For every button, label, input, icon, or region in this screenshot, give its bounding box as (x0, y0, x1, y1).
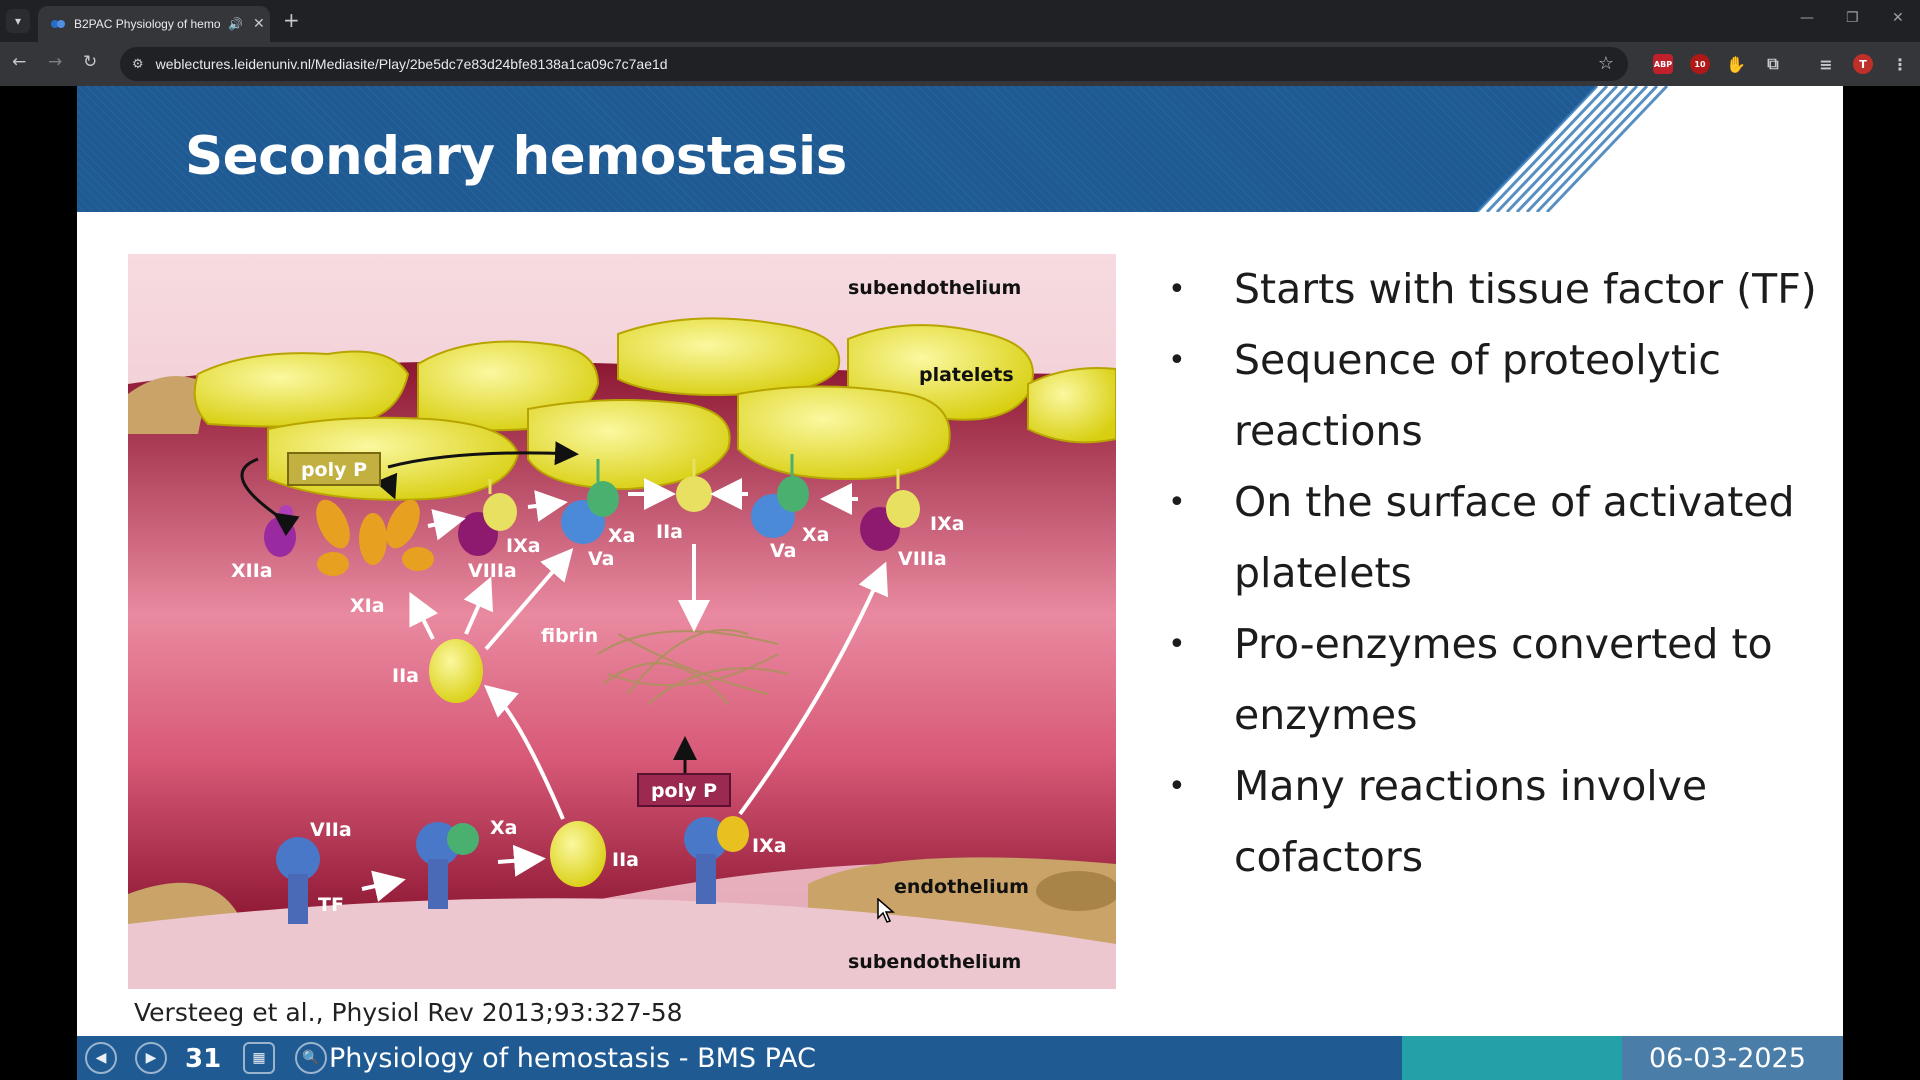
label-iia-mid: IIa (392, 665, 419, 687)
url-text: weblectures.leidenuniv.nl/Mediasite/Play… (155, 56, 668, 72)
reload-icon[interactable]: ↻ (83, 52, 98, 72)
label-polyp-top: poly P (301, 459, 367, 481)
label-fibrin: fibrin (541, 625, 598, 647)
label-platelets: platelets (919, 364, 1014, 386)
title-banner: Secondary hemostasis (77, 86, 1843, 212)
coagulation-cascade-figure: poly P poly P subendothelium platelets X… (128, 254, 1116, 989)
tab-close-icon[interactable]: ✕ (252, 16, 265, 32)
close-window-icon[interactable]: ✕ (1892, 10, 1904, 26)
bookmark-star-icon[interactable]: ☆ (1597, 53, 1614, 74)
label-ixa-right: IXa (930, 513, 965, 535)
site-info-icon[interactable]: ⚙ (132, 56, 144, 72)
new-tab-button[interactable]: + (283, 8, 300, 32)
bullet-item: • Sequence of proteolytic reactions (1168, 336, 1721, 455)
label-xiia: XIIa (231, 560, 273, 582)
reading-list-icon[interactable]: ≡ (1819, 54, 1833, 74)
label-xa-right: Xa (802, 524, 829, 546)
tab-title: B2PAC Physiology of hemo (74, 17, 221, 31)
label-xa-bottom: Xa (490, 817, 517, 839)
footer-date: 06-03-2025 (1649, 1043, 1806, 1074)
slide-grid-icon[interactable]: ▦ (243, 1042, 275, 1074)
minimize-icon[interactable]: — (1800, 10, 1814, 26)
slide-footer: ◀ ▶ 31 ▦ 🔍 Physiology of hemostasis - BM… (77, 1036, 1843, 1080)
bullet-item: • Pro-enzymes converted to enzymes (1168, 620, 1773, 739)
browser-toolbar: ← → ↻ ⚙ weblectures.leidenuniv.nl/Medias… (0, 42, 1920, 86)
extension-badge-icon[interactable]: 10 (1690, 54, 1710, 74)
label-polyp-bottom: poly P (651, 780, 717, 802)
footer-title: Physiology of hemostasis - BMS PAC (329, 1043, 817, 1074)
slide-number: 31 (185, 1044, 222, 1074)
menu-kebab-icon[interactable]: ⋮ (1892, 54, 1908, 74)
label-ixa-bottom: IXa (752, 835, 787, 857)
previous-slide-icon[interactable]: ◀ (85, 1042, 117, 1074)
mediasite-favicon-icon (51, 20, 65, 28)
label-subendothelium-bottom: subendothelium (848, 951, 1021, 973)
footer-date-block (1622, 1036, 1843, 1080)
label-endothelium: endothelium (894, 876, 1029, 898)
mouse-cursor-icon (877, 898, 895, 923)
extension-hand-icon[interactable]: ✋ (1726, 54, 1746, 74)
label-iia-bottom: IIa (612, 849, 639, 871)
label-ixa-left: IXa (506, 535, 541, 557)
bullet-list: • Starts with tissue factor (TF) • Sequenc… (1160, 254, 1840, 893)
extensions-puzzle-icon[interactable]: ⧉ (1767, 54, 1779, 73)
presentation-slide: Secondary hemostasis (77, 86, 1843, 1080)
bullet-item: • Starts with tissue factor (TF) (1168, 265, 1817, 313)
forward-icon[interactable]: → (48, 52, 63, 72)
figure-citation: Versteeg et al., Physiol Rev 2013;93:327… (134, 998, 683, 1027)
bullet-item: • On the surface of activated platelets (1168, 478, 1795, 597)
tab-search-button[interactable]: ▾ (6, 9, 30, 33)
banner-stripes (77, 86, 1843, 212)
adblock-extension-icon[interactable]: ABP (1653, 54, 1673, 74)
label-iia-top: IIa (656, 521, 683, 543)
footer-teal-block (1402, 1036, 1622, 1080)
address-bar[interactable]: ⚙ weblectures.leidenuniv.nl/Mediasite/Pl… (120, 47, 1628, 81)
back-icon[interactable]: ← (12, 52, 27, 72)
label-viiia-right: VIIIa (898, 548, 947, 570)
audio-playing-icon[interactable]: 🔊 (228, 17, 243, 31)
label-viia: VIIa (310, 819, 352, 841)
label-viiia-left: VIIIa (468, 560, 517, 582)
bullet-item: • Many reactions involve cofactors (1168, 762, 1708, 881)
browser-tab-bar: ▾ B2PAC Physiology of hemo 🔊 ✕ + — ❐ ✕ (0, 0, 1920, 42)
restore-icon[interactable]: ❐ (1846, 10, 1859, 26)
label-va-right: Va (770, 540, 797, 562)
label-va-left: Va (588, 548, 615, 570)
browser-tab-active[interactable]: B2PAC Physiology of hemo 🔊 ✕ (38, 6, 270, 42)
search-icon[interactable]: 🔍 (295, 1042, 327, 1074)
label-xia: XIa (350, 595, 385, 617)
slide-title: Secondary hemostasis (185, 126, 847, 187)
profile-avatar[interactable]: T (1853, 54, 1873, 74)
label-subendothelium-top: subendothelium (848, 277, 1021, 299)
label-tf: TF (318, 894, 344, 916)
label-xa-left: Xa (608, 525, 635, 547)
next-slide-icon[interactable]: ▶ (135, 1042, 167, 1074)
